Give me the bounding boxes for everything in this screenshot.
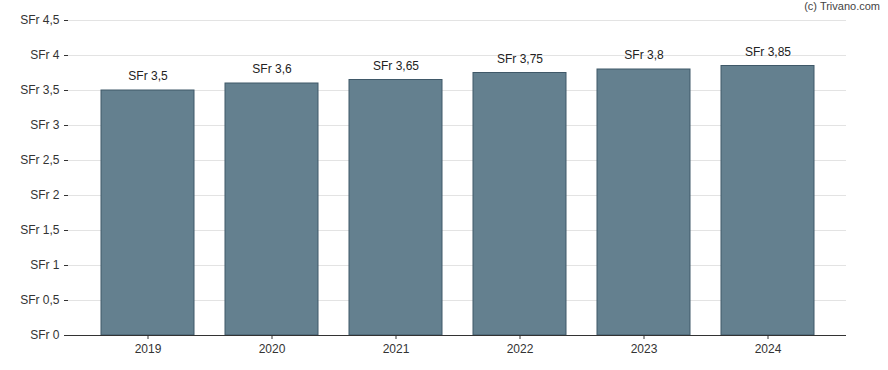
svg-text:SFr 2: SFr 2	[30, 188, 60, 202]
html-text:(c) Trivano.com: (c) Trivano.com	[804, 0, 880, 12]
svg-text:2021: 2021	[383, 342, 410, 356]
svg-text:SFr 4: SFr 4	[30, 48, 60, 62]
svg-text:2023: 2023	[631, 342, 658, 356]
svg-text:2020: 2020	[259, 342, 286, 356]
svg-text:SFr 3,6: SFr 3,6	[252, 62, 292, 76]
svg-text:SFr 3,5: SFr 3,5	[128, 69, 168, 83]
svg-text:SFr 3: SFr 3	[30, 118, 60, 132]
svg-text:SFr 0,5: SFr 0,5	[20, 293, 60, 307]
svg-text:SFr 1,5: SFr 1,5	[20, 223, 60, 237]
svg-text:2019: 2019	[135, 342, 162, 356]
svg-text:SFr 3,75: SFr 3,75	[497, 52, 543, 66]
svg-text:SFr 3,85: SFr 3,85	[745, 45, 791, 59]
svg-text:SFr 1: SFr 1	[30, 258, 60, 272]
svg-text:SFr 4,5: SFr 4,5	[20, 13, 60, 27]
svg-text:2022: 2022	[507, 342, 534, 356]
svg-text:SFr 3,8: SFr 3,8	[624, 48, 664, 62]
svg-text:SFr 2,5: SFr 2,5	[20, 153, 60, 167]
svg-text:SFr 0: SFr 0	[30, 328, 60, 342]
svg-text:SFr 3,5: SFr 3,5	[20, 83, 60, 97]
svg-text:SFr 3,65: SFr 3,65	[373, 59, 419, 73]
svg-text:2024: 2024	[755, 342, 782, 356]
